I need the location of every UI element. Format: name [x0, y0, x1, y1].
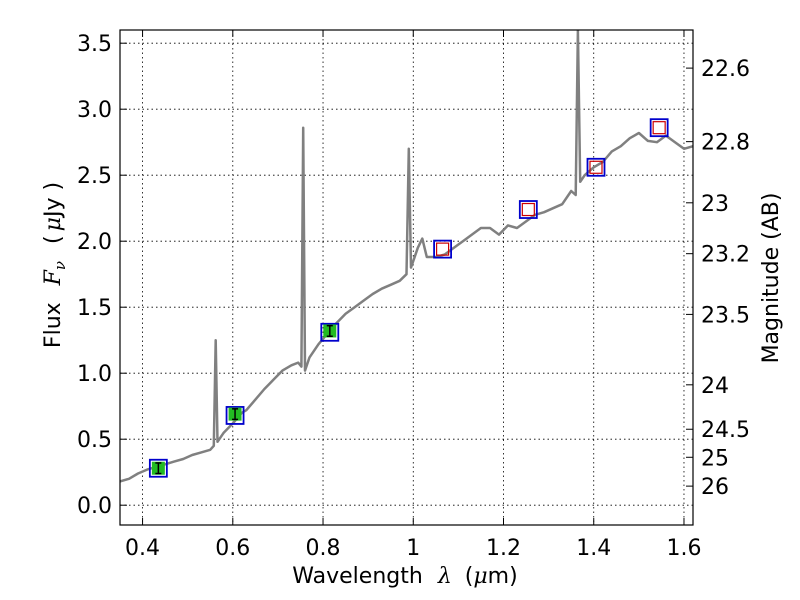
- plot-area: [120, 30, 693, 483]
- model-point: [518, 200, 538, 219]
- x-axis-label: Wavelength λ (μm): [292, 564, 517, 589]
- model-point: [148, 458, 168, 478]
- y-axis-label: Flux Fν (μJy ): [41, 182, 71, 348]
- y2-tick-label: 25: [701, 446, 729, 471]
- observed-point: [652, 121, 666, 135]
- x-tick-label: 0.6: [215, 536, 250, 561]
- plot-frame: [119, 29, 694, 526]
- y2-tick-label: 22.8: [701, 131, 750, 156]
- y2-tick-label: 24.5: [701, 418, 750, 443]
- y2-tick-label: 23.2: [701, 243, 750, 268]
- y-tick-label: 1.5: [77, 296, 112, 321]
- y2-tick-label: 22.6: [701, 57, 750, 82]
- y-tick-label: 0.0: [77, 494, 112, 519]
- model-point: [225, 406, 245, 425]
- y2-tick-label: 24: [701, 374, 729, 399]
- observed-point: [435, 242, 450, 256]
- model-point: [320, 322, 340, 342]
- y-tick-label: 2.5: [77, 164, 112, 189]
- x-tick-label: 1: [406, 536, 420, 561]
- axis-ticks: 0.4 0.6 0.8 1 1.2 1.4 1.6 0.0 0.5 1.0 1.5 2.0 2.5 3.0…: [77, 30, 750, 561]
- x-tick-label: 0.8: [306, 536, 341, 561]
- y2-tick-label: 23: [701, 192, 729, 217]
- x-tick-label: 0.4: [125, 536, 160, 561]
- model-point: [586, 157, 606, 177]
- observed-point: [521, 202, 535, 217]
- model-point: [433, 239, 452, 259]
- y2-axis-label: Magnitude (AB): [759, 193, 784, 364]
- x-tick-label: 1.2: [486, 536, 521, 561]
- y2-tick-label: 23.5: [701, 303, 750, 328]
- observed-point: [589, 160, 603, 174]
- x-tick-label: 1.4: [576, 536, 611, 561]
- y-tick-label: 1.0: [77, 362, 112, 387]
- y-tick-label: 3.5: [77, 32, 112, 57]
- model-point: [649, 118, 669, 138]
- y-tick-label: 0.5: [77, 428, 112, 453]
- x-tick-label: 1.6: [666, 536, 701, 561]
- y-tick-label: 3.0: [77, 98, 112, 123]
- y-tick-label: 2.0: [77, 230, 112, 255]
- spectrum-line: [120, 30, 693, 483]
- y2-tick-label: 26: [701, 475, 729, 500]
